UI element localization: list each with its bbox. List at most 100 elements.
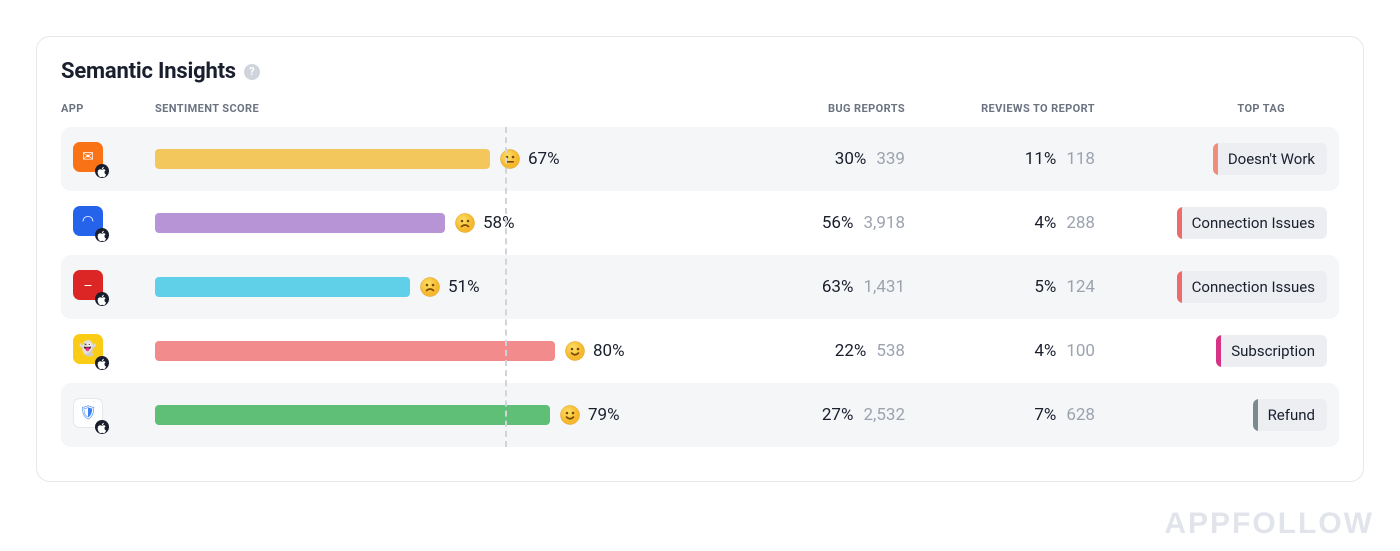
top-tag-cell: Connection Issues bbox=[1123, 271, 1333, 303]
tag-label: Subscription bbox=[1231, 342, 1315, 360]
tag-stripe-icon bbox=[1213, 143, 1218, 175]
tag-stripe-icon bbox=[1253, 399, 1258, 431]
app-cell: ◠ bbox=[61, 206, 155, 240]
bug-percent: 63% bbox=[822, 277, 854, 297]
sentiment-percent: 51% bbox=[448, 277, 480, 297]
top-tag-cell: Refund bbox=[1123, 399, 1333, 431]
card-title: Semantic Insights bbox=[61, 59, 236, 84]
reviews-count: 118 bbox=[1066, 149, 1095, 169]
neutral-face-icon bbox=[500, 149, 520, 169]
table-row[interactable]: 🛡 79% 27%2,532 7% 628 Refund bbox=[61, 383, 1339, 447]
sentiment-cell: 58% bbox=[155, 191, 775, 255]
platform-badge-icon bbox=[95, 164, 109, 178]
watermark: APPFOLLOW bbox=[1164, 507, 1374, 541]
sentiment-bar-track bbox=[155, 277, 655, 297]
reviews-percent: 4% bbox=[1034, 213, 1056, 233]
reviews-percent: 4% bbox=[1034, 341, 1056, 361]
reviews-percent: 11% bbox=[1025, 149, 1057, 169]
top-tag[interactable]: Refund bbox=[1253, 399, 1327, 431]
bug-percent: 22% bbox=[835, 341, 867, 361]
top-tag[interactable]: Connection Issues bbox=[1177, 207, 1327, 239]
bug-count: 538 bbox=[876, 341, 905, 361]
reviews-count: 628 bbox=[1066, 405, 1095, 425]
reviews-count: 100 bbox=[1066, 341, 1095, 361]
reviews-to-report-cell: 4% 100 bbox=[933, 341, 1123, 361]
col-header-bug: BUG REPORTS bbox=[775, 102, 933, 115]
tag-label: Refund bbox=[1268, 406, 1315, 424]
sentiment-cell: 67% bbox=[155, 127, 775, 191]
top-tag[interactable]: Doesn't Work bbox=[1213, 143, 1327, 175]
top-tag[interactable]: Connection Issues bbox=[1177, 271, 1327, 303]
bug-count: 3,918 bbox=[863, 213, 905, 233]
sentiment-percent: 79% bbox=[588, 405, 620, 425]
tag-stripe-icon bbox=[1177, 207, 1182, 239]
bug-reports-cell: 30% 339 bbox=[775, 149, 933, 169]
table-header: APP SENTIMENT SCORE BUG REPORTS REVIEWS … bbox=[61, 102, 1339, 127]
bug-count: 2,532 bbox=[863, 405, 905, 425]
bug-reports-cell: 27%2,532 bbox=[775, 405, 933, 425]
table-row[interactable]: ⎯ 51% 63% 1,431 5% 124 Connection Issues bbox=[61, 255, 1339, 319]
app-icon[interactable]: 🛡 bbox=[73, 398, 107, 432]
tag-label: Connection Issues bbox=[1192, 214, 1315, 232]
table-row[interactable]: 👻 80% 22% 538 4% 100 Subscription bbox=[61, 319, 1339, 383]
top-tag-cell: Subscription bbox=[1123, 335, 1333, 367]
sentiment-bar-fill bbox=[155, 149, 490, 169]
tag-stripe-icon bbox=[1177, 271, 1182, 303]
app-icon[interactable]: ✉︎ bbox=[73, 142, 107, 176]
sentiment-bar-fill bbox=[155, 341, 555, 361]
table-body: ✉︎ 67% 30% 339 11% 118 Doesn't Work ◠ 58% 56%3,… bbox=[61, 127, 1339, 447]
sentiment-bar-track bbox=[155, 213, 655, 233]
bug-count: 339 bbox=[876, 149, 905, 169]
reviews-count: 124 bbox=[1066, 277, 1095, 297]
sentiment-guide-line bbox=[505, 127, 507, 447]
app-icon[interactable]: 👻 bbox=[73, 334, 107, 368]
bug-count: 1,431 bbox=[863, 277, 905, 297]
app-cell: ✉︎ bbox=[61, 142, 155, 176]
tag-label: Doesn't Work bbox=[1228, 150, 1315, 168]
tag-label: Connection Issues bbox=[1192, 278, 1315, 296]
sentiment-percent: 58% bbox=[483, 213, 515, 233]
platform-badge-icon bbox=[95, 420, 109, 434]
bug-reports-cell: 56%3,918 bbox=[775, 213, 933, 233]
platform-badge-icon bbox=[95, 356, 109, 370]
sentiment-cell: 80% bbox=[155, 319, 775, 383]
platform-badge-icon bbox=[95, 228, 109, 242]
reviews-count: 288 bbox=[1066, 213, 1095, 233]
sad-face-icon bbox=[420, 277, 440, 297]
app-cell: ⎯ bbox=[61, 270, 155, 304]
bug-percent: 30% bbox=[835, 149, 867, 169]
table-row[interactable]: ◠ 58% 56%3,918 4% 288 Connection Issues bbox=[61, 191, 1339, 255]
app-cell: 👻 bbox=[61, 334, 155, 368]
happy-face-icon bbox=[560, 405, 580, 425]
col-header-tag: TOP TAG bbox=[1123, 102, 1333, 115]
app-cell: 🛡 bbox=[61, 398, 155, 432]
tag-stripe-icon bbox=[1216, 335, 1221, 367]
bug-reports-cell: 22% 538 bbox=[775, 341, 933, 361]
card-title-row: Semantic Insights ? bbox=[61, 59, 1339, 84]
top-tag[interactable]: Subscription bbox=[1216, 335, 1327, 367]
col-header-app: APP bbox=[61, 102, 155, 115]
top-tag-cell: Doesn't Work bbox=[1123, 143, 1333, 175]
top-tag-cell: Connection Issues bbox=[1123, 207, 1333, 239]
reviews-percent: 7% bbox=[1034, 405, 1056, 425]
col-header-reviews: REVIEWS TO REPORT bbox=[933, 102, 1123, 115]
col-header-sentiment: SENTIMENT SCORE bbox=[155, 102, 775, 115]
sentiment-cell: 79% bbox=[155, 383, 775, 447]
app-icon[interactable]: ⎯ bbox=[73, 270, 107, 304]
insights-table: APP SENTIMENT SCORE BUG REPORTS REVIEWS … bbox=[61, 102, 1339, 447]
reviews-to-report-cell: 7% 628 bbox=[933, 405, 1123, 425]
happy-face-icon bbox=[565, 341, 585, 361]
sentiment-percent: 67% bbox=[528, 149, 560, 169]
bug-reports-cell: 63% 1,431 bbox=[775, 277, 933, 297]
help-icon[interactable]: ? bbox=[244, 64, 260, 80]
table-row[interactable]: ✉︎ 67% 30% 339 11% 118 Doesn't Work bbox=[61, 127, 1339, 191]
reviews-to-report-cell: 4% 288 bbox=[933, 213, 1123, 233]
sentiment-bar-track bbox=[155, 149, 655, 169]
app-icon[interactable]: ◠ bbox=[73, 206, 107, 240]
sentiment-cell: 51% bbox=[155, 255, 775, 319]
sentiment-bar-fill bbox=[155, 277, 410, 297]
semantic-insights-card: Semantic Insights ? APP SENTIMENT SCORE … bbox=[36, 36, 1364, 482]
sentiment-bar-fill bbox=[155, 213, 445, 233]
reviews-percent: 5% bbox=[1034, 277, 1056, 297]
sad-face-icon bbox=[455, 213, 475, 233]
